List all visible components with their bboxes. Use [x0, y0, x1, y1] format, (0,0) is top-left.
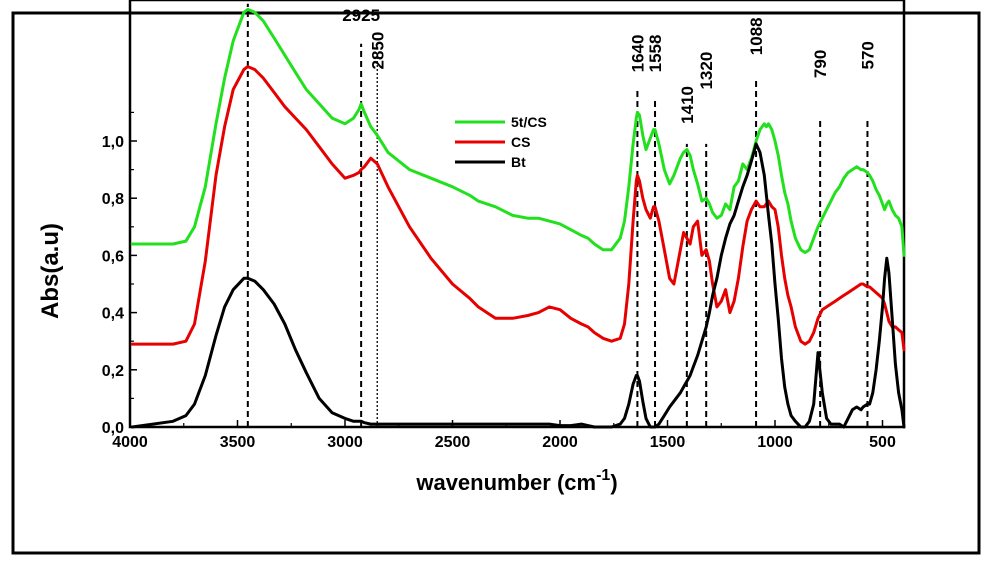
x-axis-title: wavenumber (cm-1)	[415, 467, 617, 495]
peak-label-1088: 1088	[747, 17, 766, 55]
peak-label-2850: 2850	[368, 32, 387, 70]
x-tick-label-1000: 1000	[757, 434, 793, 451]
plot-area-border	[128, 0, 906, 429]
y-tick-label-0,4: 0,4	[102, 306, 124, 323]
x-tick-label-2500: 2500	[435, 434, 471, 451]
legend-label-cs: CS	[511, 134, 530, 150]
x-tick-label-500: 500	[869, 434, 896, 451]
series-line-bt	[130, 142, 906, 429]
y-tick-label-0,2: 0,2	[102, 363, 124, 380]
peak-marker-lines	[246, 3, 869, 427]
y-tick-label-0,8: 0,8	[102, 191, 124, 208]
y-axis-ticks: 0,0 0,2 0,4 0,6 0,8 1,0	[102, 111, 137, 437]
peak-label-1558: 1558	[646, 35, 665, 73]
x-tick-label-3500: 3500	[220, 434, 256, 451]
series-line-cs	[130, 65, 906, 352]
x-axis-ticks: 4000 3500 3000 2500 2000 1500 1000 500	[112, 420, 896, 451]
peak-label-1410: 1410	[678, 86, 697, 124]
peak-label-2925: 2925	[342, 6, 380, 25]
peak-label-790: 790	[811, 50, 830, 78]
figure-border	[11, 11, 981, 555]
x-tick-label-2000: 2000	[542, 434, 578, 451]
x-tick-label-4000: 4000	[112, 434, 148, 451]
x-tick-label-1500: 1500	[650, 434, 686, 451]
legend-label-bt: Bt	[511, 154, 526, 170]
series-line-5t-cs	[130, 7, 906, 257]
y-tick-label-0,0: 0,0	[102, 420, 124, 437]
peak-marker-labels: 34522925285016401558141013201088790570	[342, 6, 877, 124]
peak-label-1320: 1320	[697, 52, 716, 90]
peak-label-1640: 1640	[628, 35, 647, 73]
x-tick-label-3000: 3000	[327, 434, 363, 451]
peak-label-570: 570	[858, 41, 877, 69]
legend: 5t/CS CS Bt	[455, 114, 547, 170]
legend-label-5t-cs: 5t/CS	[511, 114, 547, 130]
y-tick-label-0,6: 0,6	[102, 248, 124, 265]
y-tick-label-1,0: 1,0	[102, 134, 124, 151]
y-axis-title: Abs(a.u)	[37, 223, 64, 319]
spectrum-series	[130, 7, 906, 429]
